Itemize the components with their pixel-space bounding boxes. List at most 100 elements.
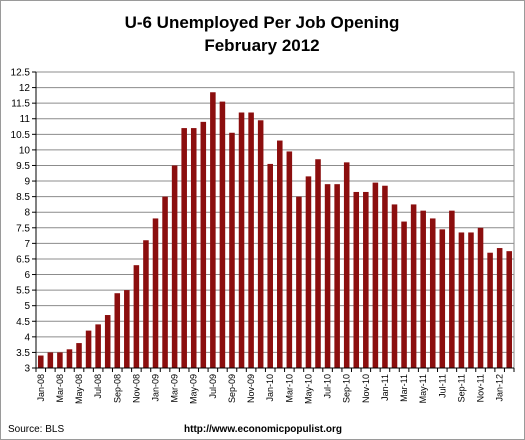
bar-Oct-10	[353, 191, 360, 368]
x-tick-label-22: Sep-11	[456, 374, 466, 402]
bar-Feb-12	[506, 251, 512, 368]
x-tick-label-19: Mar-11	[399, 374, 409, 402]
bar-Mar-09	[171, 165, 178, 368]
chart-subtitle: February 2012	[204, 36, 319, 55]
bar-May-08	[76, 343, 82, 368]
y-tick-label-17: 11.5	[11, 99, 30, 110]
bar-Jun-11	[429, 218, 436, 368]
bar-Aug-09	[219, 101, 226, 368]
x-tick-label-6: Jan-09	[151, 374, 161, 402]
bar-Jan-11	[382, 185, 388, 368]
bar-Jan-08	[38, 355, 44, 368]
bar-Sep-08	[114, 293, 121, 368]
bar-Nov-10	[363, 191, 369, 368]
bar-May-11	[420, 210, 426, 368]
y-tick-label-14: 10	[19, 145, 31, 156]
x-tick-label-0: Jan-08	[36, 374, 46, 402]
y-tick-label-5: 5.5	[16, 286, 30, 297]
bar-Aug-11	[449, 210, 455, 368]
bar-Feb-08	[47, 352, 54, 368]
x-tick-label-12: Jan-10	[265, 374, 275, 402]
x-tick-label-17: Nov-10	[361, 374, 371, 403]
bar-Sep-11	[458, 232, 465, 368]
y-tick-label-15: 10.5	[11, 130, 31, 141]
bar-Feb-10	[277, 140, 283, 368]
y-tick-label-0: 3	[24, 364, 30, 375]
x-tick-label-3: Jul-08	[93, 374, 103, 399]
bar-Apr-08	[66, 349, 73, 368]
x-tick-label-15: Jul-10	[323, 374, 333, 399]
bar-Aug-10	[334, 184, 340, 368]
bar-Jul-10	[324, 184, 331, 368]
bar-May-09	[190, 128, 197, 368]
y-tick-label-19: 12.5	[11, 68, 31, 79]
y-tick-label-16: 11	[20, 114, 31, 125]
y-tick-label-2: 4	[24, 332, 30, 343]
bar-Jan-10	[267, 163, 273, 368]
website-url: http://www.economicpopulist.org	[184, 424, 342, 435]
y-tick-label-18: 12	[19, 83, 31, 94]
chart-title: U-6 Unemployed Per Job Opening	[125, 13, 400, 32]
bar-Feb-11	[391, 204, 398, 368]
bar-Jan-12	[496, 248, 503, 368]
x-tick-label-21: Jul-11	[437, 374, 447, 398]
x-tick-label-4: Sep-08	[112, 374, 122, 403]
source-note: Source: BLS	[8, 424, 64, 435]
x-tick-label-13: Mar-10	[284, 374, 294, 403]
bar-May-10	[305, 176, 312, 368]
bar-Jul-08	[95, 324, 101, 368]
y-tick-label-3: 4.5	[16, 317, 30, 328]
bar-Mar-10	[286, 151, 293, 368]
y-tick-label-6: 6	[24, 270, 30, 281]
x-tick-label-2: May-08	[74, 374, 84, 404]
x-tick-label-18: Jan-11	[380, 374, 390, 401]
bar-Apr-11	[410, 204, 417, 368]
y-tick-label-13: 9.5	[16, 161, 30, 172]
y-tick-label-9: 7.5	[16, 223, 30, 234]
bar-Jan-09	[152, 218, 159, 368]
bar-Oct-08	[124, 290, 130, 368]
bar-Jul-11	[439, 229, 446, 368]
x-tick-label-8: May-09	[189, 374, 199, 404]
bars	[38, 92, 512, 369]
x-tick-label-11: Nov-09	[246, 374, 256, 403]
bar-Jun-08	[85, 330, 92, 368]
x-tick-label-5: Nov-08	[131, 374, 141, 403]
x-tick-label-14: May-10	[303, 374, 313, 404]
bar-Sep-09	[229, 132, 235, 368]
bar-Apr-10	[296, 196, 302, 368]
bar-Apr-09	[181, 128, 187, 368]
x-axis: Jan-08 Mar-08 May-08 Jul-08 Sep-08 Nov-08 Jan-…	[35, 367, 515, 404]
x-tick-label-1: Mar-08	[55, 374, 65, 403]
bar-Jun-09	[200, 121, 207, 368]
x-tick-label-23: Nov-11	[476, 374, 486, 402]
x-tick-label-16: Sep-10	[342, 374, 352, 403]
bar-Nov-09	[248, 112, 254, 368]
bar-Aug-08	[104, 315, 111, 368]
y-tick-label-1: 3.5	[16, 348, 30, 359]
bar-Dec-08	[143, 240, 149, 368]
bar-Jul-09	[210, 92, 216, 369]
bar-Sep-10	[343, 162, 350, 368]
y-tick-label-11: 8.5	[16, 192, 30, 203]
bar-Oct-11	[468, 232, 474, 368]
bar-Nov-08	[133, 265, 140, 368]
bar-Oct-09	[238, 112, 245, 368]
x-tick-label-7: Mar-09	[170, 374, 180, 403]
bar-Mar-11	[401, 221, 407, 368]
y-tick-label-4: 5	[24, 301, 30, 312]
bar-Feb-09	[162, 196, 168, 368]
bar-Nov-11	[477, 227, 484, 368]
x-tick-label-9: Jul-09	[208, 374, 218, 399]
bar-Dec-11	[487, 252, 493, 368]
y-tick-label-8: 7	[24, 239, 30, 250]
bar-Dec-09	[257, 120, 264, 368]
bar-Mar-08	[57, 352, 63, 368]
y-tick-label-7: 6.5	[16, 254, 30, 265]
y-tick-label-10: 8	[24, 208, 30, 219]
x-tick-label-10: Sep-09	[227, 374, 237, 403]
bar-Dec-10	[372, 182, 379, 368]
y-tick-label-12: 9	[24, 177, 30, 188]
y-axis: 3 3.5 4 4.5 5 5.5 6 6.5 7 7.5 8 8.5 9 9.5 10 10.5 11 11.5…	[11, 68, 37, 375]
